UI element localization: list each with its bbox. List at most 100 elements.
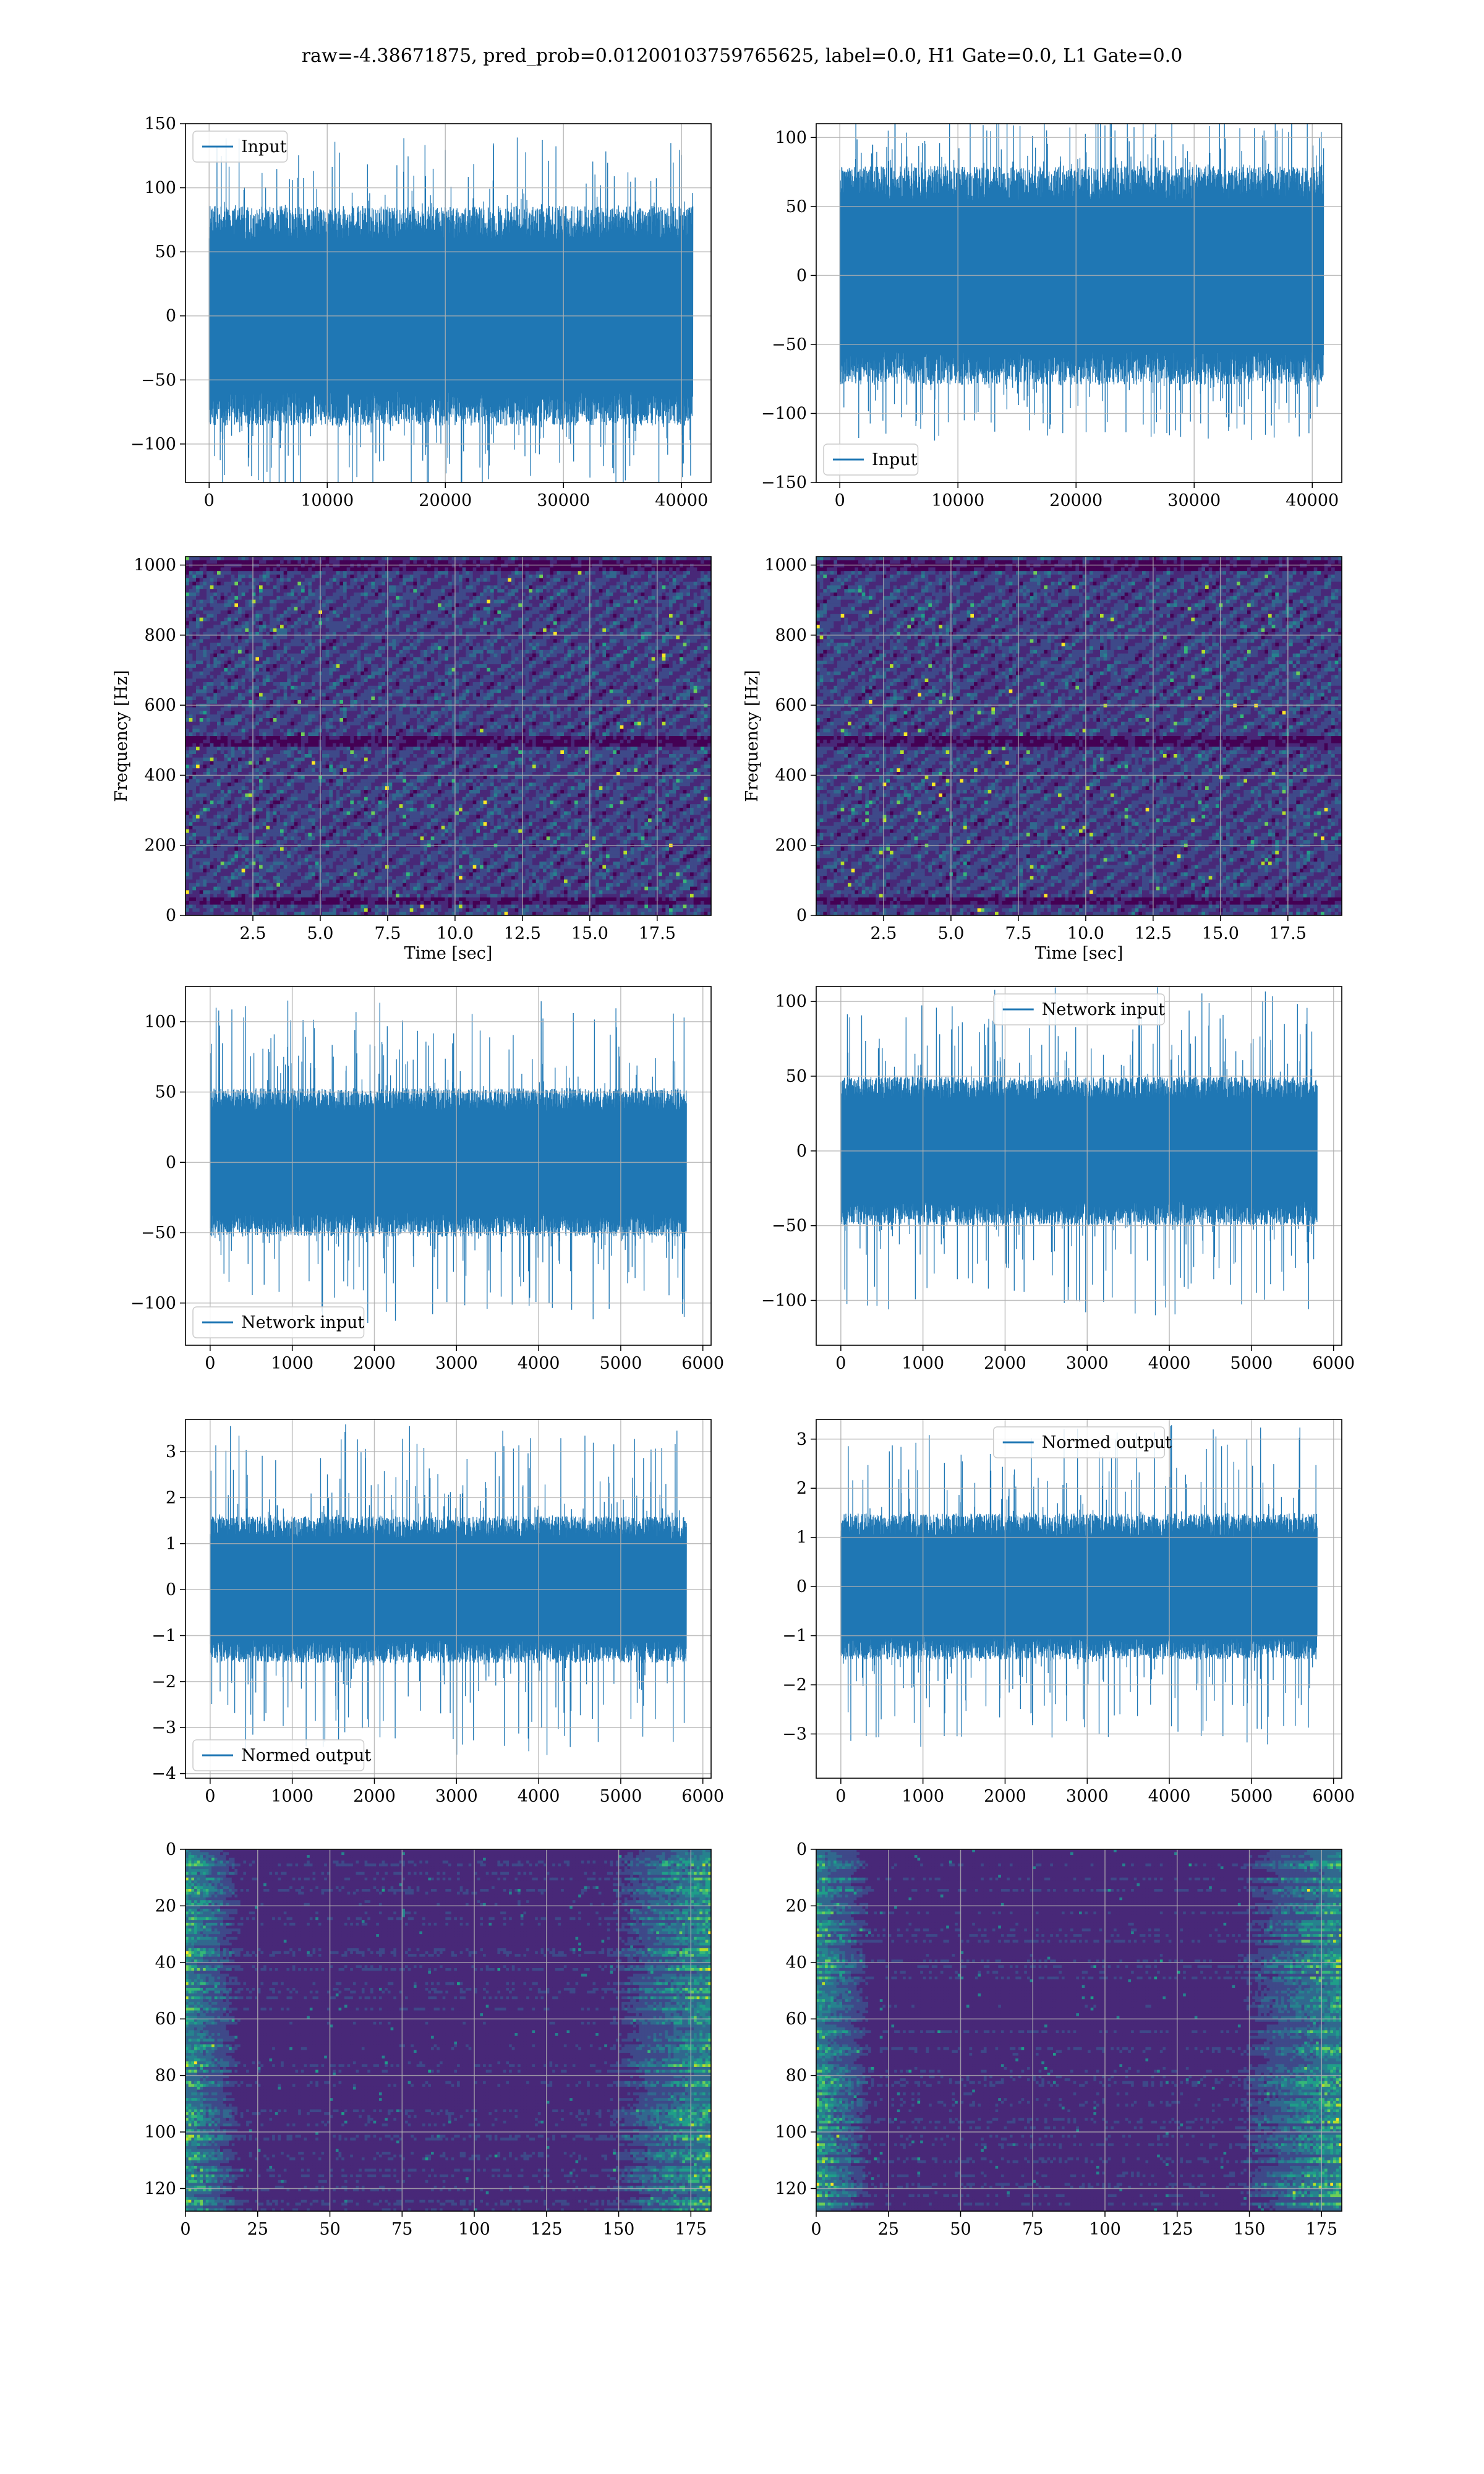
y-tick-label: 50 (786, 197, 807, 216)
x-tick-label: 1000 (902, 1787, 944, 1806)
y-tick-label: 3 (796, 1430, 807, 1449)
y-tick-label: −150 (761, 473, 807, 492)
x-tick-label: 5000 (600, 1354, 642, 1373)
y-tick-label: −4 (151, 1765, 176, 1784)
y-tick-label: −3 (151, 1718, 176, 1737)
y-tick-label: 2 (166, 1488, 176, 1507)
x-tick-label: 10000 (301, 491, 354, 510)
x-tick-label: 30000 (537, 491, 590, 510)
legend-label: Input (241, 137, 287, 156)
y-tick-label: 120 (144, 2179, 176, 2198)
y-tick-label: 0 (796, 1840, 807, 1859)
x-tick-label: 5000 (600, 1787, 642, 1806)
y-tick-label: 80 (155, 2066, 176, 2086)
y-tick-label: 1000 (134, 556, 176, 575)
legend: Normed output (193, 1740, 371, 1771)
y-tick-label: 1 (166, 1534, 176, 1554)
legend: Normed output (994, 1427, 1172, 1458)
y-tick-label: 100 (775, 128, 807, 147)
y-tick-label: 800 (144, 626, 176, 645)
series-line (841, 1425, 1317, 1747)
heatmap-cells (186, 1849, 712, 2212)
y-tick-label: −1 (151, 1626, 176, 1645)
x-tick-label: 5.0 (937, 924, 964, 943)
x-tick-label: 0 (835, 1354, 846, 1373)
x-tick-label: 5.0 (307, 924, 333, 943)
y-tick-label: −50 (772, 1217, 807, 1236)
x-tick-label: 4000 (518, 1787, 560, 1806)
y-tick-label: −100 (761, 404, 807, 423)
y-tick-label: −50 (772, 335, 807, 354)
x-tick-label: 3000 (435, 1787, 478, 1806)
x-tick-label: 4000 (518, 1354, 560, 1373)
y-tick-label: 600 (144, 696, 176, 715)
y-tick-label: 800 (775, 626, 807, 645)
y-tick-label: 1 (796, 1528, 807, 1547)
x-tick-label: 40000 (1286, 491, 1339, 510)
x-tick-label: 10.0 (1067, 924, 1104, 943)
y-tick-label: 0 (166, 906, 176, 925)
x-tick-label: 125 (1161, 2220, 1193, 2239)
x-tick-label: 2000 (984, 1787, 1026, 1806)
x-tick-label: 150 (1234, 2220, 1266, 2239)
x-tick-label: 12.5 (504, 924, 541, 943)
plot-area (186, 124, 711, 495)
y-tick-label: −2 (151, 1672, 176, 1692)
y-tick-label: 50 (155, 242, 176, 262)
x-tick-label: 2.5 (239, 924, 266, 943)
plot-area (816, 1849, 1342, 2212)
plot-area (186, 1849, 712, 2212)
legend: Network input (994, 994, 1165, 1025)
y-tick-label: 100 (144, 179, 176, 198)
x-tick-label: 175 (675, 2220, 707, 2239)
x-tick-label: 75 (1022, 2220, 1043, 2239)
plot-area (816, 557, 1342, 916)
x-tick-label: 15.0 (1202, 924, 1239, 943)
x-tick-label: 25 (878, 2220, 899, 2239)
y-tick-label: −1 (782, 1627, 807, 1646)
y-tick-label: −100 (130, 435, 176, 454)
y-tick-label: 60 (155, 2010, 176, 2029)
y-tick-label: −2 (782, 1676, 807, 1695)
legend-label: Normed output (1042, 1433, 1172, 1452)
y-tick-label: 50 (155, 1083, 176, 1102)
y-tick-label: 0 (166, 1840, 176, 1859)
x-tick-label: 7.5 (1005, 924, 1031, 943)
x-tick-label: 6000 (1312, 1787, 1355, 1806)
x-tick-label: 0 (205, 1354, 215, 1373)
legend: Network input (193, 1307, 364, 1338)
y-tick-label: 0 (796, 1577, 807, 1596)
y-tick-label: 60 (786, 2010, 807, 2029)
x-tick-label: 150 (603, 2220, 635, 2239)
x-tick-label: 100 (458, 2220, 490, 2239)
y-tick-label: 1000 (764, 556, 807, 575)
y-tick-label: 200 (775, 836, 807, 855)
y-tick-label: 0 (166, 307, 176, 326)
x-tick-label: 5000 (1230, 1787, 1273, 1806)
x-tick-label: 75 (391, 2220, 412, 2239)
x-tick-label: 125 (531, 2220, 563, 2239)
legend: Input (193, 131, 288, 162)
y-axis-label: Frequency [Hz] (743, 670, 762, 802)
y-tick-label: −3 (782, 1724, 807, 1744)
x-tick-label: 30000 (1167, 491, 1221, 510)
x-tick-label: 0 (204, 491, 215, 510)
x-tick-label: 0 (180, 2220, 190, 2239)
legend-label: Normed output (241, 1746, 371, 1765)
x-tick-label: 2000 (353, 1354, 396, 1373)
x-tick-label: 10.0 (437, 924, 474, 943)
x-tick-label: 2000 (353, 1787, 396, 1806)
y-tick-label: 100 (775, 992, 807, 1011)
plot-area (186, 557, 712, 916)
y-tick-label: 40 (155, 1953, 176, 1972)
x-tick-label: 0 (835, 1787, 846, 1806)
panel-4-left: 0 1000 2000 3000 4000 5000 6000−4−3−2−10123Nor… (151, 1419, 724, 1806)
x-axis-label: Time [sec] (404, 944, 493, 963)
y-axis-label: Frequency [Hz] (112, 670, 131, 802)
series-line (210, 1001, 686, 1323)
y-tick-label: 3 (166, 1442, 176, 1462)
